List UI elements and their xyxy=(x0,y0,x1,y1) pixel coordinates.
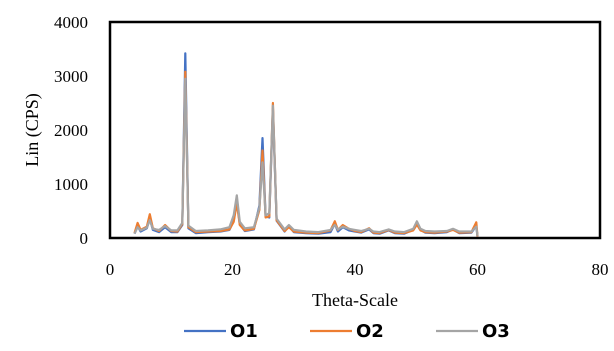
y-axis-title: Lin (CPS) xyxy=(22,93,43,167)
y-tick-label: 3000 xyxy=(54,67,88,86)
x-axis-title: Theta-Scale xyxy=(312,290,398,310)
legend-label-o1: O1 xyxy=(230,321,258,342)
legend-label-o2: O2 xyxy=(356,321,384,342)
legend: O1 O2 O3 xyxy=(184,321,510,342)
y-tick-label: 4000 xyxy=(54,13,88,32)
x-tick-label: 0 xyxy=(106,260,115,279)
y-tick-label: 2000 xyxy=(54,121,88,140)
x-tick-label: 60 xyxy=(469,260,486,279)
y-tick-label: 1000 xyxy=(54,175,88,194)
x-tick-label: 80 xyxy=(592,260,609,279)
plot-area-frame xyxy=(108,20,602,240)
axes-layer xyxy=(108,20,602,240)
series-line-o3 xyxy=(133,77,479,236)
x-tick-label: 40 xyxy=(347,260,364,279)
ticks-layer: 0 1000 2000 3000 4000 0 20 40 60 80 xyxy=(54,13,609,279)
legend-label-o3: O3 xyxy=(482,321,510,342)
x-tick-label: 20 xyxy=(224,260,241,279)
y-tick-label: 0 xyxy=(80,229,89,248)
series-layer xyxy=(133,52,479,237)
